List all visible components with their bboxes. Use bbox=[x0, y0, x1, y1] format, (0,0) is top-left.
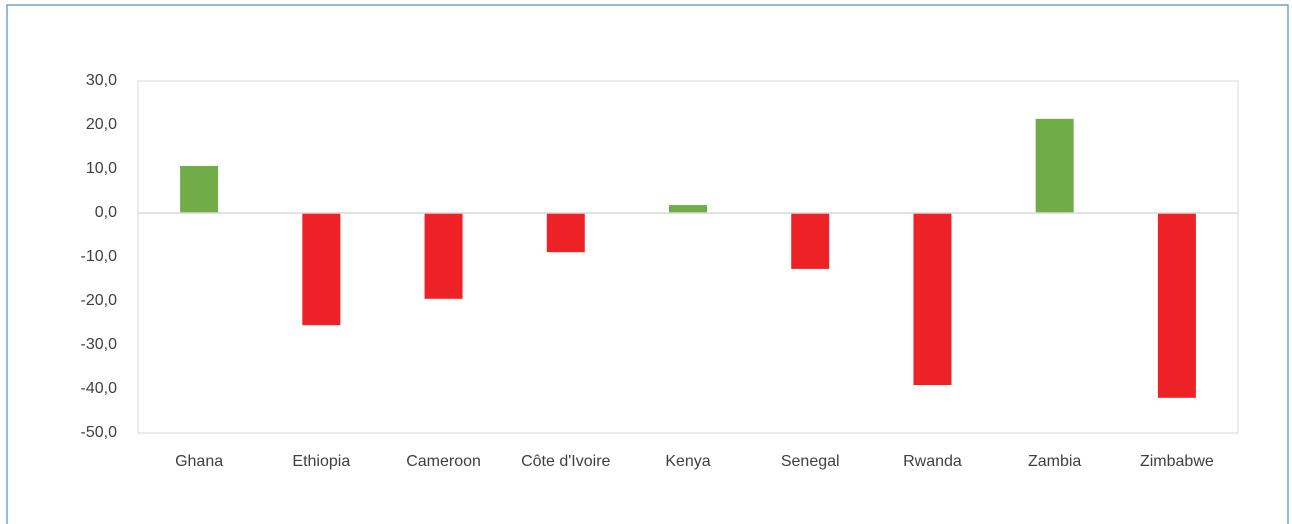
frame bbox=[6, 4, 1289, 524]
y-tick-label: -30,0 bbox=[81, 336, 118, 353]
bar bbox=[669, 205, 707, 213]
bar bbox=[1035, 118, 1074, 213]
bar bbox=[791, 213, 830, 269]
y-tick-label: -20,0 bbox=[81, 292, 118, 309]
bar bbox=[302, 213, 341, 326]
y-tick-label: -40,0 bbox=[81, 380, 118, 397]
x-tick-label: Senegal bbox=[780, 453, 840, 470]
bar bbox=[424, 213, 463, 299]
x-tick-label: Côte d'Ivoire bbox=[521, 453, 611, 470]
plot-area bbox=[137, 80, 1239, 434]
x-tick-label: Zambia bbox=[1027, 453, 1082, 470]
x-tick-label: Ethiopia bbox=[292, 453, 351, 470]
bar bbox=[546, 213, 585, 253]
x-tick-label: Rwanda bbox=[903, 453, 962, 470]
bar bbox=[913, 213, 952, 386]
x-tick-label: Cameroon bbox=[406, 453, 481, 470]
y-tick-label: 30,0 bbox=[86, 72, 117, 89]
x-tick-label: Zimbabwe bbox=[1139, 453, 1214, 470]
bar bbox=[1157, 213, 1196, 398]
x-tick-label: Kenya bbox=[665, 453, 711, 470]
y-tick-label: -10,0 bbox=[81, 248, 118, 265]
bar bbox=[180, 165, 219, 213]
y-tick-label: -50,0 bbox=[81, 424, 118, 441]
y-tick-label: 20,0 bbox=[86, 116, 117, 133]
y-tick-label: 0,0 bbox=[95, 204, 117, 221]
y-tick-label: 10,0 bbox=[86, 160, 117, 177]
x-tick-label: Ghana bbox=[175, 453, 224, 470]
